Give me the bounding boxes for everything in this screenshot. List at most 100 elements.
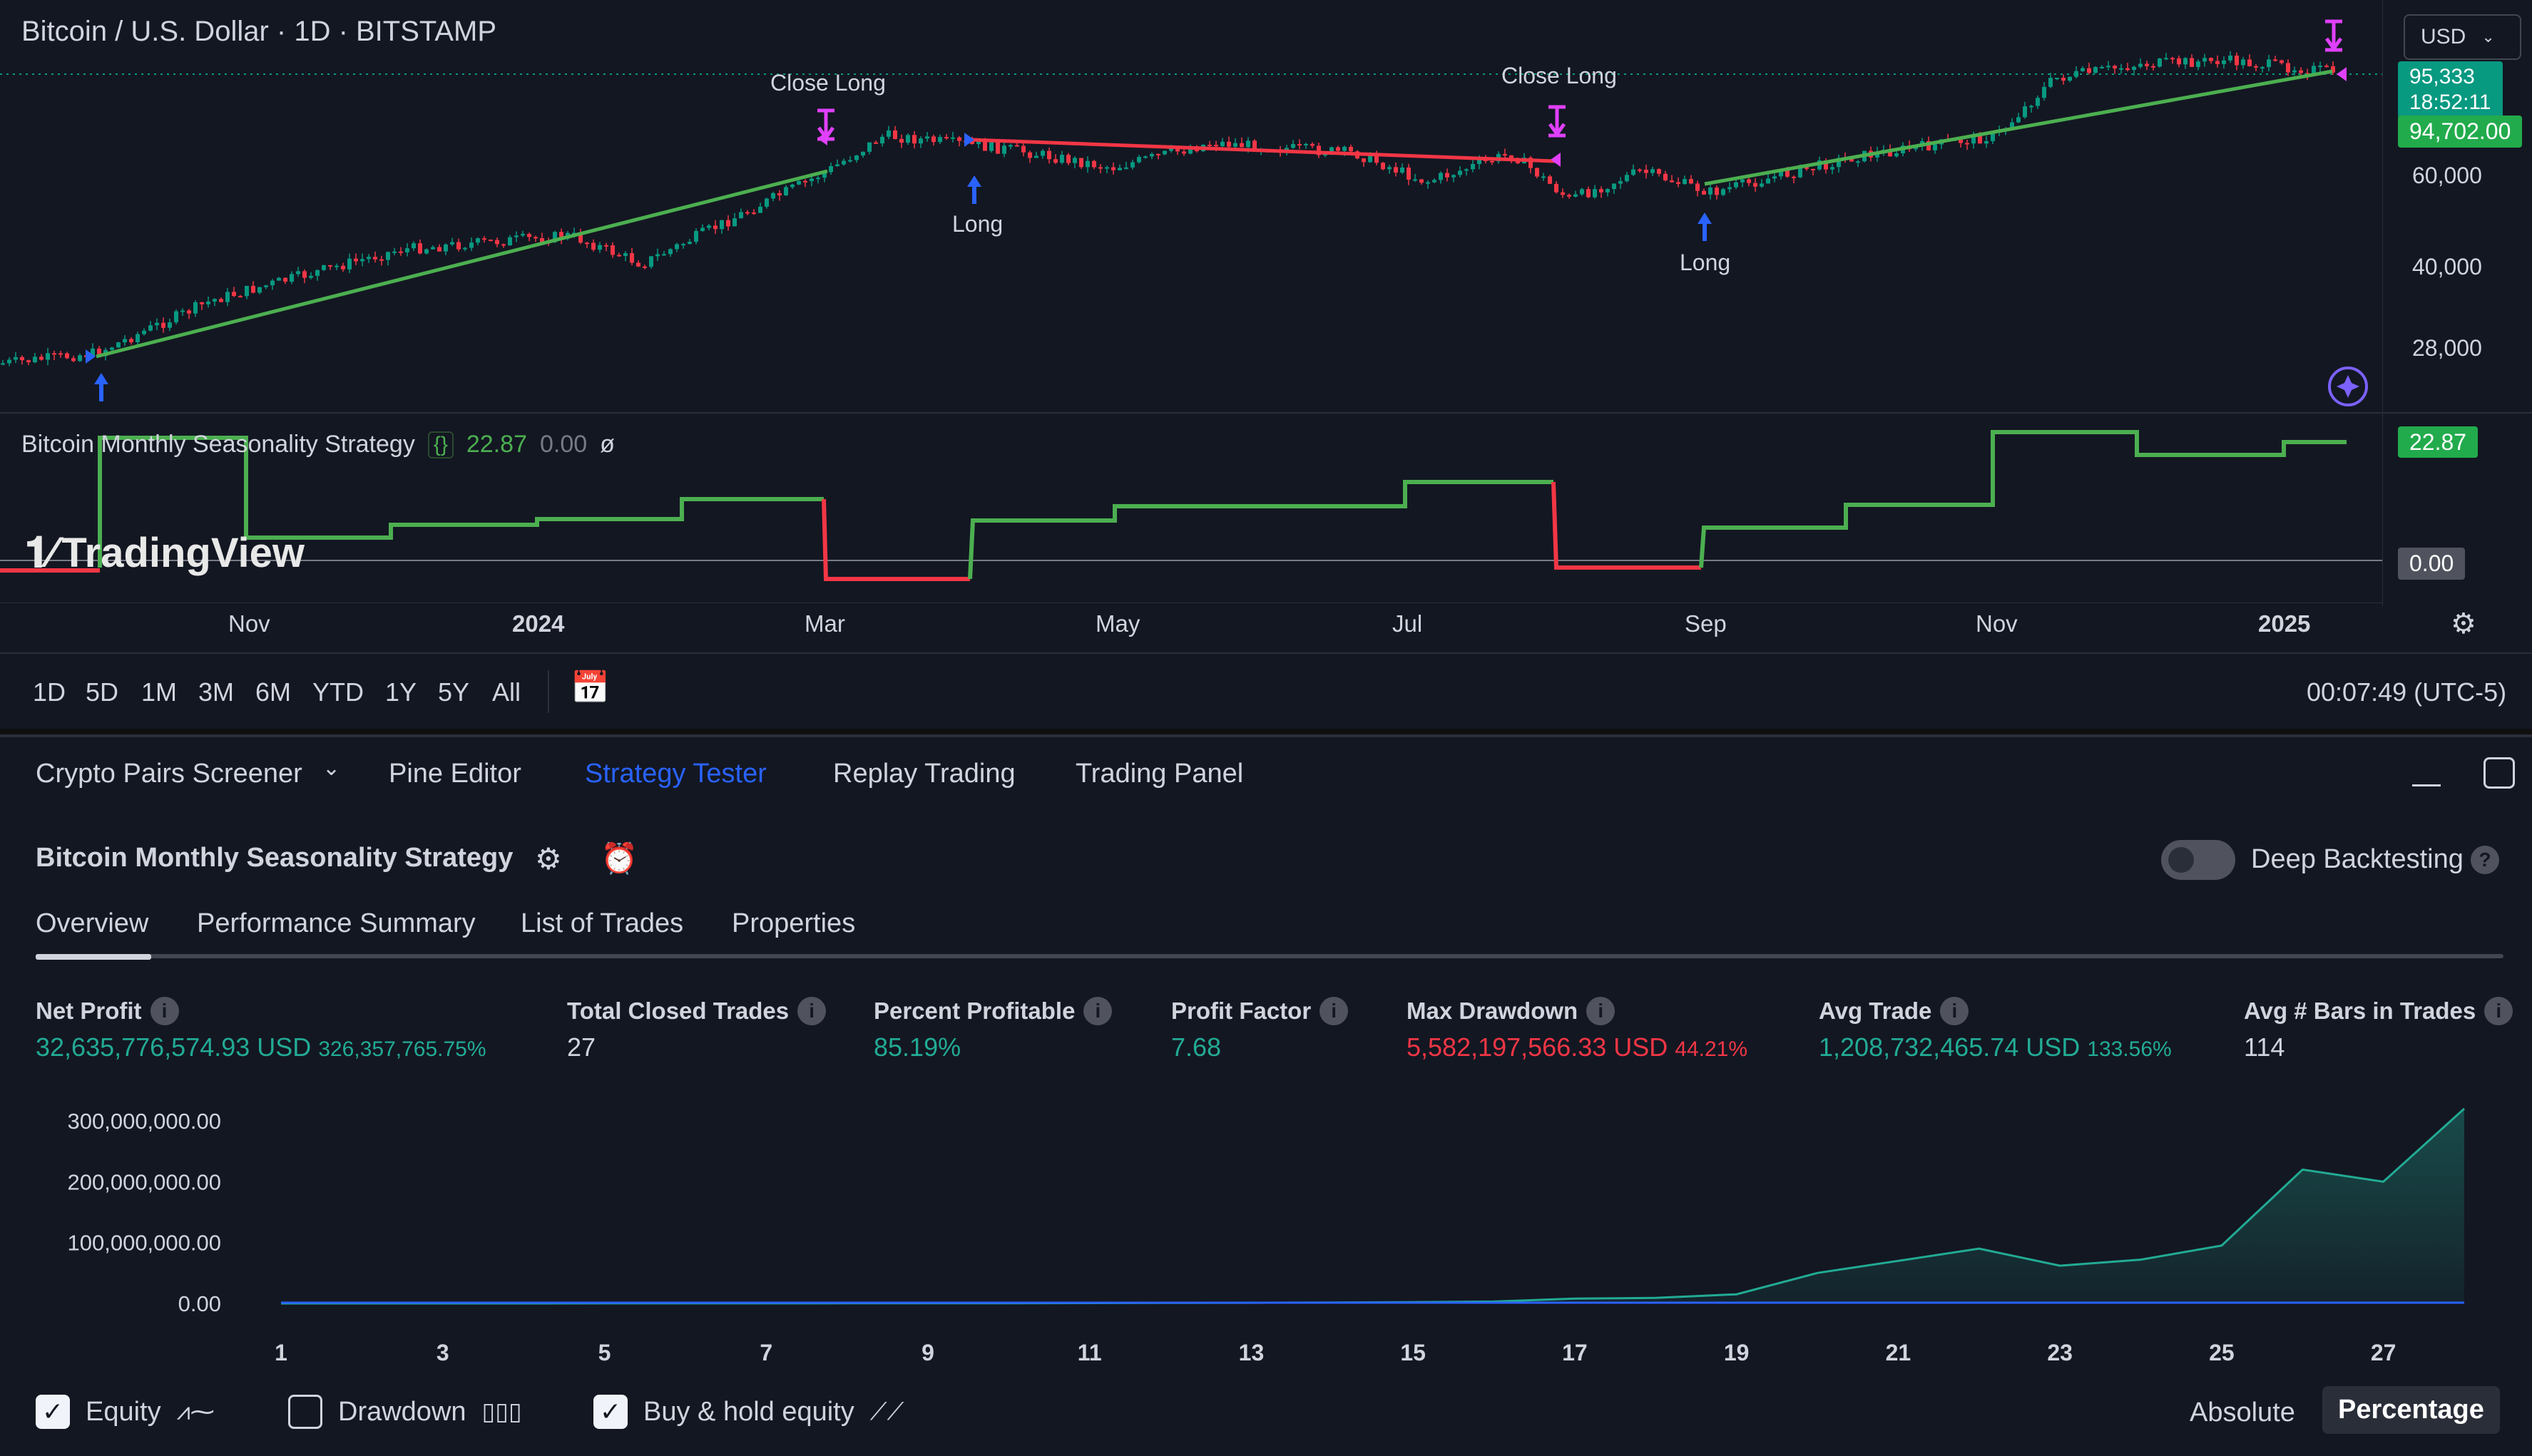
candle xyxy=(392,251,397,253)
equity-checkbox[interactable]: ✓ Equity ⩘⁓ xyxy=(36,1395,215,1429)
checkbox-unchecked-icon[interactable] xyxy=(288,1395,322,1429)
candle xyxy=(2280,60,2284,63)
candle xyxy=(688,242,692,245)
signal-label-long: Long xyxy=(1680,250,1731,275)
equity-x-tick: 13 xyxy=(1239,1340,1265,1365)
pane-separator[interactable] xyxy=(0,412,2532,414)
candle xyxy=(1015,145,1019,147)
range-ytd-button[interactable]: YTD xyxy=(312,677,364,707)
candle xyxy=(1593,189,1597,198)
help-icon[interactable]: ? xyxy=(2471,846,2499,874)
price-tick: 40,000 xyxy=(2412,254,2482,280)
tab-strategy-tester[interactable]: Strategy Tester xyxy=(585,759,767,789)
candle xyxy=(52,353,56,355)
chevron-down-icon[interactable]: ⌄ xyxy=(322,757,341,780)
equity-x-tick: 23 xyxy=(2047,1340,2073,1365)
range-1y-button[interactable]: 1Y xyxy=(385,677,417,707)
candle xyxy=(758,206,762,213)
info-icon[interactable]: i xyxy=(1083,997,1113,1025)
info-icon[interactable]: i xyxy=(797,997,827,1025)
candle xyxy=(1586,189,1591,198)
currency-selector[interactable]: USD ⌄ xyxy=(2404,14,2521,60)
candle xyxy=(1381,163,1385,170)
buy-hold-checkbox[interactable]: ✓ Buy & hold equity ⟋⟋ xyxy=(593,1395,904,1429)
info-icon[interactable]: i xyxy=(1940,997,1969,1025)
range-1m-button[interactable]: 1M xyxy=(141,677,178,707)
candle xyxy=(296,271,300,275)
range-toolbar xyxy=(0,652,2532,729)
candle xyxy=(1644,170,1648,173)
percentage-button[interactable]: Percentage xyxy=(2322,1386,2500,1434)
clock-time[interactable]: 00:07:49 (UTC-5) xyxy=(2307,677,2507,707)
range-3m-button[interactable]: 3M xyxy=(198,677,235,707)
candle xyxy=(168,322,172,328)
candle xyxy=(2068,76,2072,81)
indicator-pane[interactable] xyxy=(0,414,2382,603)
time-tick: Nov xyxy=(1976,610,2018,637)
candle xyxy=(1451,175,1456,178)
price-axis[interactable] xyxy=(2382,0,2532,606)
indicator-legend[interactable]: Bitcoin Monthly Seasonality Strategy {} … xyxy=(21,431,615,458)
metric-max-drawdown-value: 5,582,197,566.33 USD 44.21% xyxy=(1407,1032,1747,1062)
checkbox-checked-icon[interactable]: ✓ xyxy=(36,1395,70,1429)
candle xyxy=(1618,181,1623,184)
candle xyxy=(412,243,416,249)
deep-backtesting-toggle[interactable] xyxy=(2161,840,2235,880)
candle xyxy=(1458,170,1462,175)
equity-line-icon: ⩘⁓ xyxy=(176,1398,215,1425)
tab-replay-trading[interactable]: Replay Trading xyxy=(833,759,1016,789)
info-icon[interactable]: i xyxy=(2484,997,2513,1025)
time-axis[interactable] xyxy=(0,603,2382,667)
subtab-properties[interactable]: Properties xyxy=(732,908,856,938)
time-tick: 2025 xyxy=(2258,610,2311,637)
tab-trading-panel[interactable]: Trading Panel xyxy=(1076,759,1244,789)
price-pane[interactable] xyxy=(0,0,2382,412)
range-5y-button[interactable]: 5Y xyxy=(438,677,470,707)
info-icon[interactable]: i xyxy=(1586,997,1615,1025)
candle xyxy=(174,311,178,323)
candle xyxy=(2016,117,2021,123)
maximize-icon[interactable] xyxy=(2483,757,2515,789)
candle xyxy=(1490,160,1494,163)
sparkle-icon[interactable] xyxy=(2328,366,2368,406)
range-6m-button[interactable]: 6M xyxy=(255,677,292,707)
candle xyxy=(912,135,917,144)
subtab-list-of-trades[interactable]: List of Trades xyxy=(521,908,684,938)
tab-pine-editor[interactable]: Pine Editor xyxy=(389,759,521,789)
candle xyxy=(604,245,608,247)
signal-label-close-long: Close Long xyxy=(770,70,886,96)
strategy-settings-icon[interactable]: ⚙ xyxy=(535,842,562,876)
candle xyxy=(1477,159,1481,165)
range-1d-button[interactable]: 1D xyxy=(33,677,66,707)
subtab-performance-summary[interactable]: Performance Summary xyxy=(197,908,476,938)
settings-gear-icon[interactable]: ⚙ xyxy=(2451,608,2476,640)
drawdown-checkbox[interactable]: Drawdown ▯▯▯ xyxy=(288,1395,522,1429)
candle xyxy=(1060,155,1064,163)
equity-chart[interactable]: 300,000,000.00 200,000,000.00 100,000,000.… xyxy=(0,1084,2532,1376)
candle xyxy=(578,232,583,243)
source-code-icon[interactable]: {} xyxy=(427,431,454,458)
checkbox-checked-icon[interactable]: ✓ xyxy=(593,1395,628,1429)
candle xyxy=(2292,70,2297,73)
range-all-button[interactable]: All xyxy=(492,677,521,707)
candle xyxy=(328,265,332,267)
candle xyxy=(1394,167,1398,173)
range-5d-button[interactable]: 5D xyxy=(86,677,119,707)
metric-total-closed-trades-label: Total Closed Trades i xyxy=(567,997,827,1025)
minimize-icon[interactable] xyxy=(2412,784,2441,786)
info-icon[interactable]: i xyxy=(1319,997,1349,1025)
candle xyxy=(649,256,653,267)
chart-area[interactable] xyxy=(0,0,2532,727)
candle xyxy=(1323,154,1327,156)
info-icon[interactable]: i xyxy=(150,997,179,1025)
subtab-overview[interactable]: Overview xyxy=(36,908,149,938)
candle xyxy=(694,231,698,242)
candle xyxy=(1124,167,1128,169)
candle xyxy=(1792,176,1796,178)
date-range-calendar-icon[interactable]: 📅 xyxy=(571,670,610,705)
absolute-button[interactable]: Absolute xyxy=(2190,1398,2295,1427)
metric-net-profit-label: Net Profit i xyxy=(36,997,179,1025)
alert-clock-icon[interactable]: ⏰ xyxy=(601,841,638,875)
tab-crypto-pairs-screener[interactable]: Crypto Pairs Screener xyxy=(36,759,302,789)
candle xyxy=(155,322,159,326)
